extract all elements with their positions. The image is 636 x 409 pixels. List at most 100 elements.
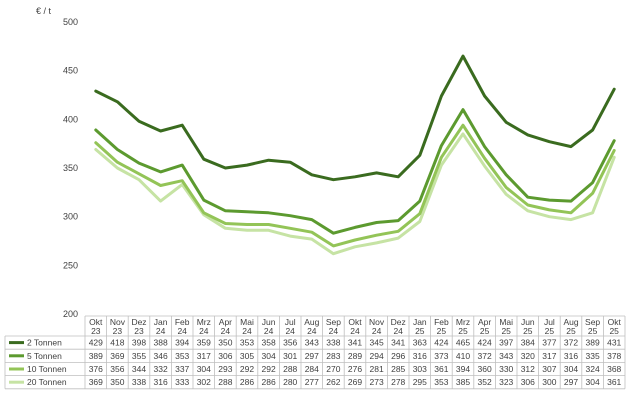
data-label: 305 [240, 351, 254, 361]
data-label: 283 [326, 351, 340, 361]
x-tick-label: Jul [544, 317, 555, 327]
data-label: 424 [478, 338, 492, 348]
x-tick-label-year: 23 [91, 326, 101, 336]
data-label: 394 [175, 338, 189, 348]
data-label: 333 [175, 377, 189, 387]
data-label: 389 [89, 351, 103, 361]
x-tick-label-year: 25 [480, 326, 490, 336]
x-tick-label-year: 25 [609, 326, 619, 336]
x-tick-label: Jun [521, 317, 535, 327]
data-label: 360 [478, 364, 492, 374]
data-label: 316 [564, 351, 578, 361]
x-tick-label: Sep [326, 317, 341, 327]
x-tick-label: Jan [413, 317, 427, 327]
x-tick-label: Dez [131, 317, 146, 327]
data-label: 307 [542, 364, 556, 374]
data-label: 297 [305, 351, 319, 361]
series-line [94, 108, 616, 235]
data-label: 301 [283, 351, 297, 361]
x-tick-label: Dez [391, 317, 406, 327]
data-label: 361 [434, 364, 448, 374]
x-tick-label-year: 25 [458, 326, 468, 336]
x-tick-label-year: 25 [588, 326, 598, 336]
data-label: 359 [197, 338, 211, 348]
data-label: 372 [478, 351, 492, 361]
data-label: 302 [197, 377, 211, 387]
data-label: 304 [262, 351, 276, 361]
data-label: 346 [154, 351, 168, 361]
y-tick-label: 400 [63, 114, 78, 124]
x-tick-label: Aug [304, 317, 319, 327]
data-label: 293 [218, 364, 232, 374]
data-label: 394 [456, 364, 470, 374]
data-label: 317 [542, 351, 556, 361]
data-label: 294 [370, 351, 384, 361]
data-label: 343 [499, 351, 513, 361]
x-tick-label-year: 24 [372, 326, 382, 336]
x-tick-label-year: 23 [113, 326, 123, 336]
data-label: 316 [154, 377, 168, 387]
x-tick-label-year: 23 [134, 326, 144, 336]
data-label: 465 [456, 338, 470, 348]
data-label: 344 [132, 364, 146, 374]
data-label: 353 [434, 377, 448, 387]
data-table: Okt23Nov23Dez23Jan24Feb24Mrz24Apr24Mai24… [4, 315, 626, 390]
data-label: 429 [89, 338, 103, 348]
x-tick-label: Jul [285, 317, 296, 327]
data-label: 355 [132, 351, 146, 361]
data-label: 384 [521, 338, 535, 348]
data-label: 385 [456, 377, 470, 387]
data-label: 350 [218, 338, 232, 348]
legend-label: 2 Tonnen [27, 338, 62, 348]
data-label: 277 [305, 377, 319, 387]
x-tick-label-year: 25 [501, 326, 511, 336]
x-tick-label-year: 25 [437, 326, 447, 336]
data-label: 337 [175, 364, 189, 374]
data-label: 304 [586, 377, 600, 387]
data-label: 300 [542, 377, 556, 387]
data-label: 295 [413, 377, 427, 387]
y-tick-label: 250 [63, 260, 78, 270]
x-tick-label: Mrz [456, 317, 470, 327]
x-tick-label: Apr [478, 317, 491, 327]
data-label: 292 [262, 364, 276, 374]
legend-label: 20 Tonnen [27, 377, 67, 387]
data-label: 398 [132, 338, 146, 348]
x-tick-label: Okt [348, 317, 362, 327]
series-lines [94, 54, 616, 256]
data-label: 363 [413, 338, 427, 348]
series-line [94, 123, 616, 248]
x-tick-label-year: 24 [199, 326, 209, 336]
x-tick-label-year: 24 [177, 326, 187, 336]
data-label: 303 [413, 364, 427, 374]
x-tick-label: Feb [434, 317, 449, 327]
x-tick-label: Nov [369, 317, 385, 327]
data-label: 353 [175, 351, 189, 361]
y-tick-label: 200 [63, 309, 78, 319]
data-label: 284 [305, 364, 319, 374]
data-label: 306 [218, 351, 232, 361]
data-label: 369 [110, 351, 124, 361]
data-label: 356 [283, 338, 297, 348]
series-line [94, 54, 616, 182]
data-label: 288 [218, 377, 232, 387]
data-label: 418 [110, 338, 124, 348]
data-label: 376 [89, 364, 103, 374]
data-label: 306 [521, 377, 535, 387]
y-tick-label: 500 [63, 17, 78, 27]
x-tick-label: Okt [608, 317, 622, 327]
data-label: 410 [456, 351, 470, 361]
x-tick-label-year: 24 [221, 326, 231, 336]
x-tick-label-year: 24 [242, 326, 252, 336]
x-tick-label: Feb [175, 317, 190, 327]
data-label: 330 [499, 364, 513, 374]
data-label: 345 [370, 338, 384, 348]
x-tick-label: Jun [262, 317, 276, 327]
x-tick-label-year: 24 [285, 326, 295, 336]
data-label: 273 [370, 377, 384, 387]
data-label: 323 [499, 377, 513, 387]
data-label: 304 [197, 364, 211, 374]
x-tick-label-year: 24 [393, 326, 403, 336]
data-label: 377 [542, 338, 556, 348]
